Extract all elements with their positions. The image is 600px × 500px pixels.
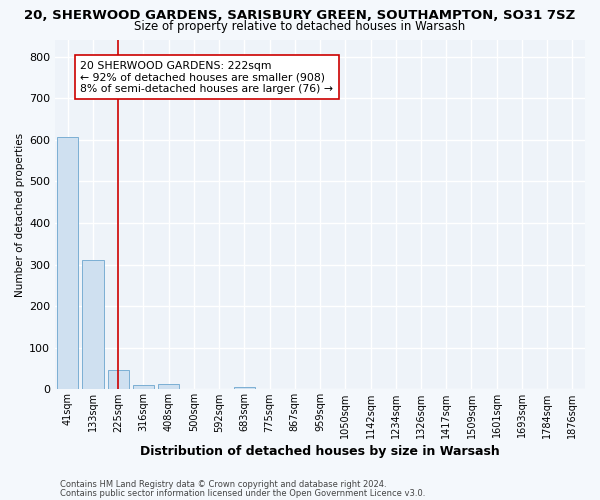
Bar — [107, 370, 129, 390]
Y-axis label: Number of detached properties: Number of detached properties — [15, 132, 25, 297]
Bar — [233, 388, 255, 390]
Text: 20, SHERWOOD GARDENS, SARISBURY GREEN, SOUTHAMPTON, SO31 7SZ: 20, SHERWOOD GARDENS, SARISBURY GREEN, S… — [25, 9, 575, 22]
Text: Contains public sector information licensed under the Open Government Licence v3: Contains public sector information licen… — [60, 488, 425, 498]
Text: Contains HM Land Registry data © Crown copyright and database right 2024.: Contains HM Land Registry data © Crown c… — [60, 480, 386, 489]
Bar — [133, 385, 154, 390]
X-axis label: Distribution of detached houses by size in Warsash: Distribution of detached houses by size … — [140, 444, 500, 458]
Text: 20 SHERWOOD GARDENS: 222sqm
← 92% of detached houses are smaller (908)
8% of sem: 20 SHERWOOD GARDENS: 222sqm ← 92% of det… — [80, 61, 334, 94]
Bar — [57, 136, 79, 390]
Bar — [82, 260, 104, 390]
Text: Size of property relative to detached houses in Warsash: Size of property relative to detached ho… — [134, 20, 466, 33]
Bar — [158, 384, 179, 390]
